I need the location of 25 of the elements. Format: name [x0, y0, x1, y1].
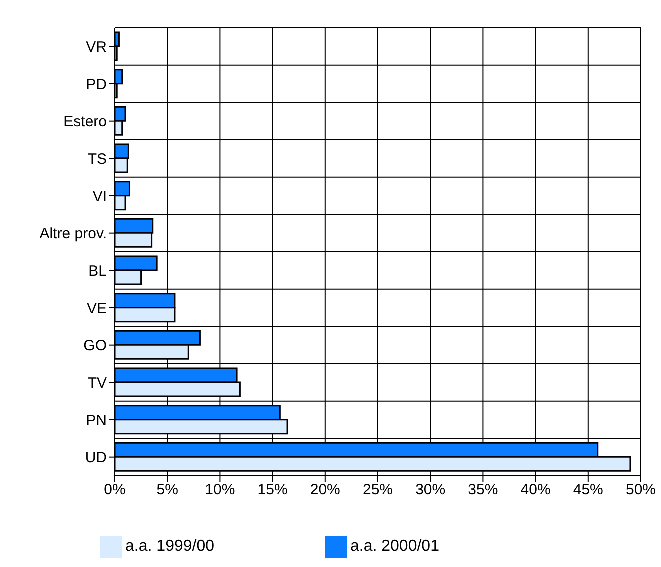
y-tick-label: GO	[84, 338, 107, 355]
x-tick-label: 45%	[573, 482, 604, 499]
x-tick-label: 50%	[626, 482, 656, 499]
y-tick-label: PD	[86, 76, 108, 94]
y-tick-label: Altre prov.	[40, 226, 107, 243]
y-tick-label: PN	[86, 412, 107, 430]
legend-label: a.a. 2000/01	[350, 538, 440, 556]
y-tick-label: VI	[92, 188, 107, 206]
x-tick-label: 20%	[310, 482, 340, 499]
y-tick-label: Estero	[64, 114, 107, 131]
x-tick-label: 35%	[468, 482, 498, 499]
y-tick-label: TV	[88, 374, 107, 392]
x-tick-label: 25%	[362, 482, 394, 499]
x-tick-label: 10%	[205, 482, 236, 499]
x-tick-label: 40%	[520, 482, 551, 499]
legend-label: a.a. 1999/00	[126, 538, 214, 556]
x-tick-label: 30%	[416, 482, 446, 499]
y-tick-label: VE	[86, 300, 107, 318]
y-tick-label: UD	[85, 450, 108, 467]
y-tick-label: TS	[88, 150, 107, 168]
x-tick-label: 0%	[104, 482, 126, 499]
x-tick-label: 5%	[156, 482, 178, 499]
x-tick-label: 15%	[258, 482, 288, 499]
y-tick-label: BL	[88, 262, 107, 280]
y-tick-label: VR	[86, 38, 108, 56]
